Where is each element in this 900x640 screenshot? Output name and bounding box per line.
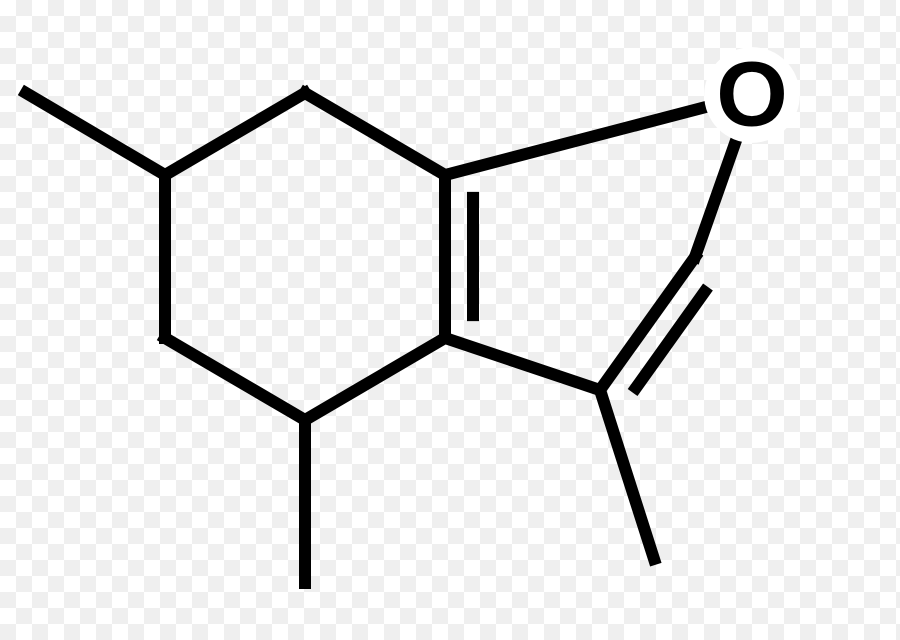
atoms-layer: O (704, 43, 800, 145)
molecule-diagram: O (0, 0, 900, 640)
atom-label-o: O (716, 43, 788, 145)
bonds-layer (26, 93, 735, 583)
